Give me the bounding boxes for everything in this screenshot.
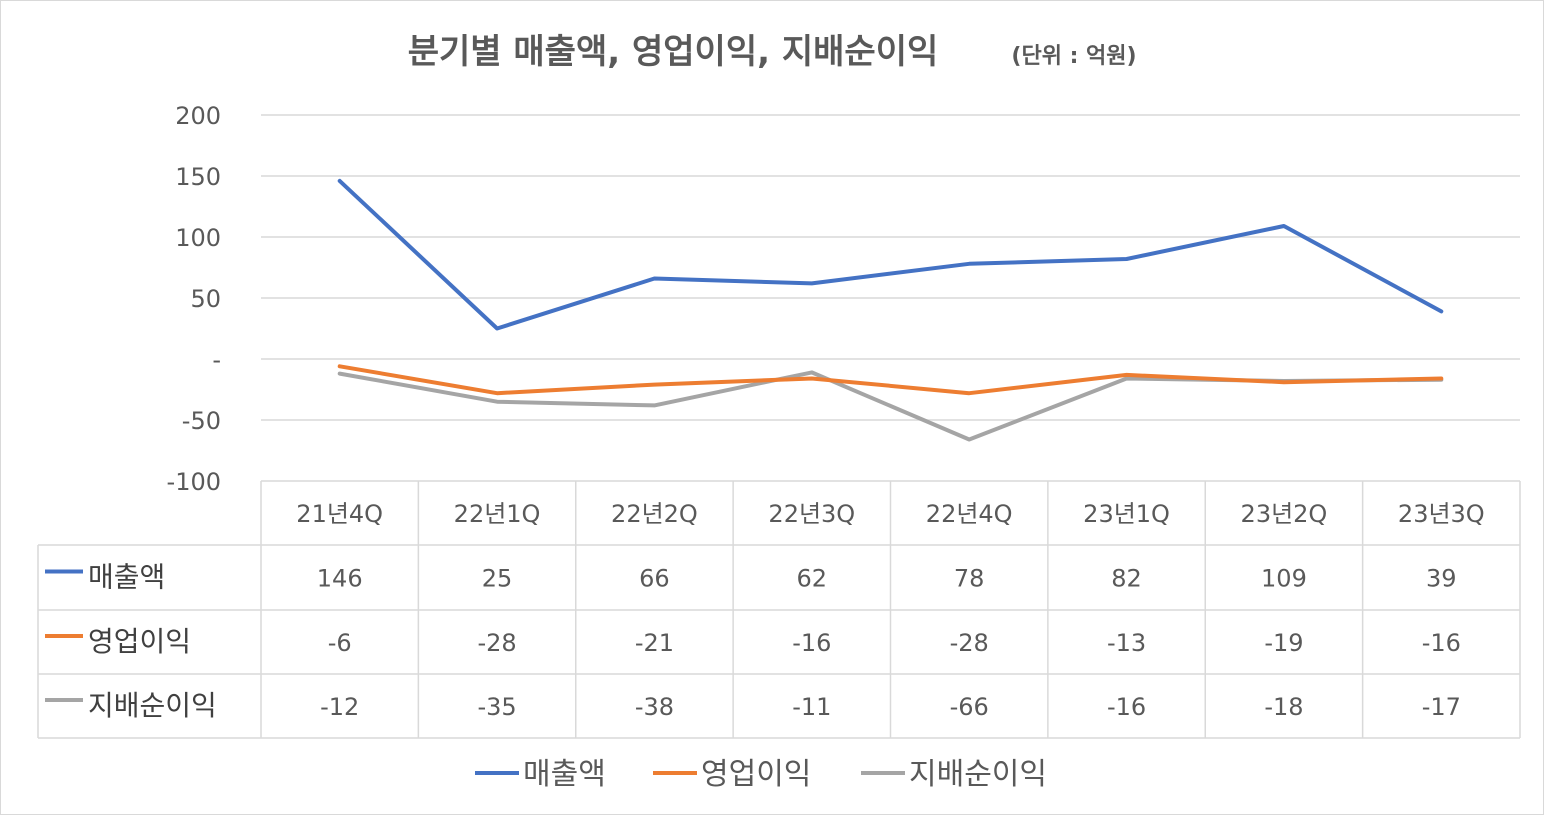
data-label: -21 [635,629,674,657]
table-category-label: 23년2Q [1241,500,1328,528]
legend-label: 영업이익 [701,757,811,792]
y-tick-label: -100 [167,468,221,496]
data-table: 21년4Q 22년1Q 22년2Q 22년3Q 22년4Q 23년1Q 23년2Q 23년3Q… [37,480,1521,739]
data-label: -28 [477,629,516,657]
table-category-label: 22년1Q [454,500,541,528]
data-label: -16 [1107,693,1146,721]
gridlines [261,114,1520,421]
table-category-label: 21년4Q [296,500,383,528]
data-label: -17 [1422,693,1461,721]
data-label: -12 [320,693,359,721]
data-label: 39 [1426,565,1457,593]
y-tick-label: 100 [175,224,221,252]
data-label: -35 [477,693,516,721]
data-label: 66 [639,565,670,593]
data-label: -16 [792,629,831,657]
table-category-label: 23년3Q [1398,500,1485,528]
data-label: -19 [1264,629,1303,657]
data-label: -6 [328,629,352,657]
data-label: 109 [1261,565,1307,593]
data-label: -18 [1264,693,1303,721]
series-line-0 [337,178,1444,331]
data-label: -28 [950,629,989,657]
data-label: -11 [792,693,831,721]
data-label: -16 [1422,629,1461,657]
series-line-1 [337,364,1444,396]
table-row-label: 매출액 [88,561,165,594]
chart-unit-note: (단위 : 억원) [1011,44,1136,69]
chart-title: 분기별 매출액, 영업이익, 지배순이익 [408,32,939,72]
data-label: 82 [1111,565,1142,593]
series-lines [337,178,1444,442]
data-label: 62 [797,565,828,593]
y-tick-label: 200 [175,102,221,130]
table-row-label: 영업이익 [88,625,191,658]
legend: 매출액 영업이익 지배순이익 [475,757,1047,792]
table-category-label: 23년1Q [1083,500,1170,528]
y-tick-label: 50 [190,285,221,313]
data-label: 78 [954,565,985,593]
y-tick-label: - [212,346,221,374]
data-label: -13 [1107,629,1146,657]
y-tick-label: 150 [175,163,221,191]
y-axis-ticks: 200 150 100 50 - -50 -100 [167,102,221,496]
table-category-label: 22년3Q [768,500,855,528]
legend-label: 지배순이익 [909,757,1047,792]
table-category-label: 22년4Q [926,500,1013,528]
table-category-label: 22년2Q [611,500,698,528]
data-label: 25 [482,565,513,593]
legend-label: 매출액 [523,757,606,792]
data-label: -38 [635,693,674,721]
table-row-label: 지배순이익 [88,689,217,722]
y-tick-label: -50 [182,407,221,435]
data-label: 146 [317,565,363,593]
data-label: -66 [950,693,989,721]
